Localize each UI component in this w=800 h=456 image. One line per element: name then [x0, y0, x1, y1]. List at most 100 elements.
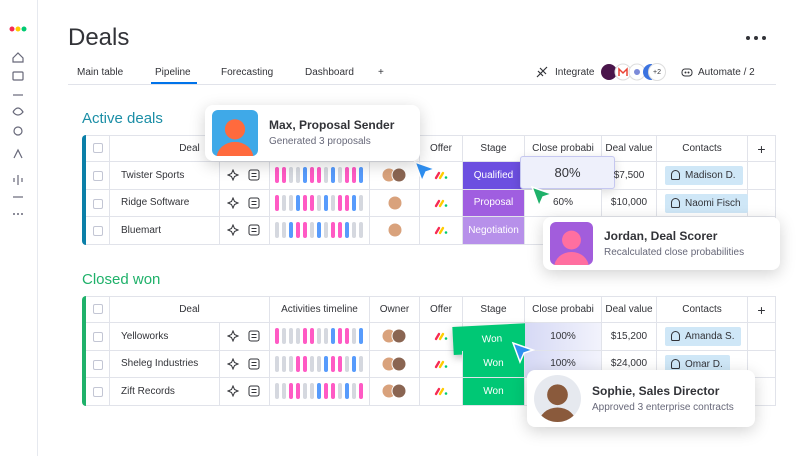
checkbox[interactable] [93, 143, 103, 153]
tab[interactable]: Pipeline [155, 67, 191, 78]
cursor [530, 185, 554, 208]
column-header: Deal [110, 296, 270, 323]
contact-chip[interactable]: Amanda S. [665, 327, 742, 346]
tab[interactable]: Dashboard [305, 67, 354, 78]
checkbox[interactable] [93, 198, 103, 209]
owner-avatars [387, 222, 402, 238]
table-cell [86, 378, 110, 406]
table-cell [420, 189, 463, 217]
table-cell [420, 350, 463, 378]
row-actions[interactable] [226, 357, 263, 370]
offer-icon [434, 388, 448, 396]
group-stripe [82, 296, 86, 406]
column-header: Contacts [657, 135, 748, 162]
column-header[interactable]: + [748, 296, 776, 323]
table-cell [220, 350, 270, 378]
checkbox[interactable] [93, 171, 103, 181]
row-actions[interactable] [226, 385, 263, 398]
offer-icon [434, 227, 448, 235]
agent-action: Approved 3 enterprise contracts [592, 401, 734, 413]
checkbox[interactable] [93, 226, 103, 236]
checkbox[interactable] [93, 332, 103, 342]
avatar-figure [216, 119, 254, 156]
avatar-figure [554, 230, 589, 265]
table-cell: Twister Sports [110, 162, 220, 190]
owner-avatars [381, 167, 406, 183]
integrate-button[interactable]: Integrate [555, 67, 595, 78]
automate-button[interactable]: Automate / 2 [698, 67, 755, 78]
checkbox[interactable] [93, 387, 103, 397]
column-header: Deal value [602, 296, 657, 323]
activity-timeline [274, 194, 363, 211]
activity-timeline [274, 167, 363, 184]
contact-icon [671, 331, 680, 341]
sidebar [0, 0, 38, 456]
agent-avatar [550, 222, 593, 265]
agent-avatar [534, 375, 581, 422]
table-cell [420, 162, 463, 190]
tab[interactable]: + [378, 67, 384, 78]
probability-popup: 80% [520, 156, 615, 189]
column-header: Deal value [602, 135, 657, 162]
stage-label: Won [463, 378, 525, 406]
contact-chip[interactable]: Madison D. [665, 166, 743, 185]
table-cell: Sheleg Industries [110, 350, 220, 378]
stage-label: Negotiation [463, 217, 525, 245]
table-cell [748, 323, 776, 351]
page-title: Deals [68, 24, 130, 51]
table-cell [270, 323, 370, 351]
tab-underline [151, 82, 197, 84]
integration-logos [601, 63, 652, 81]
owner-avatars [387, 195, 402, 211]
column-header: Stage [463, 135, 525, 162]
checkbox[interactable] [93, 359, 103, 370]
table-cell: $7,500 [602, 162, 657, 190]
table-cell [220, 378, 270, 406]
table-cell [220, 323, 270, 351]
table-cell [657, 323, 748, 351]
column-header: Close probabi [525, 296, 602, 323]
table-cell: $15,200 [602, 323, 657, 351]
table-cell [420, 217, 463, 245]
tab-divider [68, 84, 776, 85]
header-cell [86, 296, 110, 323]
offer-icon [434, 333, 448, 341]
contact-chip[interactable]: Omar D. [665, 354, 730, 374]
row-actions[interactable] [226, 169, 263, 182]
table-cell [748, 189, 776, 217]
agent-name: Jordan, Deal Scorer [604, 228, 718, 243]
integrate-icon [536, 66, 548, 78]
cursor [413, 160, 437, 183]
column-header: Offer [420, 135, 463, 162]
table-cell [748, 350, 776, 378]
sidebar-icons [9, 26, 27, 215]
contact-icon [671, 358, 680, 369]
stage-label: Proposal [463, 189, 525, 217]
activity-timeline [274, 222, 363, 239]
column-header: Contacts [657, 296, 748, 323]
contact-icon [671, 170, 680, 180]
automate-icon [681, 68, 693, 77]
table-cell [370, 162, 420, 190]
owner-avatars [381, 328, 406, 344]
agent-avatar [212, 110, 258, 156]
tab[interactable]: Main table [77, 67, 124, 78]
owner-avatars [381, 356, 406, 372]
table-cell [220, 217, 270, 245]
activity-timeline [274, 328, 363, 345]
row-actions[interactable] [226, 224, 263, 237]
contact-chip[interactable]: Naomi Fisch [665, 193, 748, 213]
row-actions[interactable] [226, 330, 263, 343]
tab[interactable]: Forecasting [221, 67, 274, 78]
column-header[interactable]: + [748, 135, 776, 162]
table-cell: Ridge Software [110, 189, 220, 217]
table-cell [370, 323, 420, 351]
group-stripe [82, 135, 86, 245]
agent-name: Sophie, Sales Director [592, 383, 720, 398]
column-header: Activities timeline [270, 296, 370, 323]
table-cell [270, 189, 370, 217]
more-menu[interactable] [744, 34, 768, 42]
row-actions[interactable] [226, 196, 263, 209]
checkbox[interactable] [93, 304, 103, 314]
